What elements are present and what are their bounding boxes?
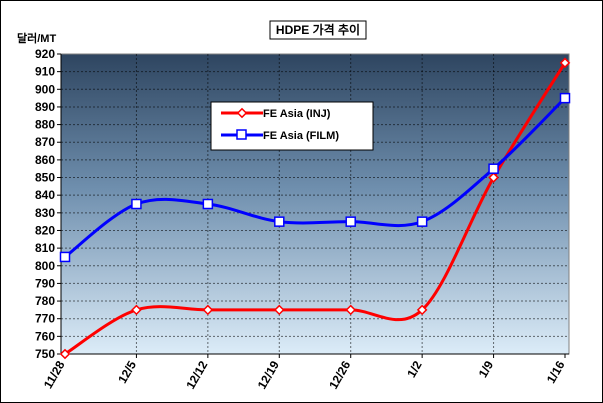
legend-marker-inj	[236, 107, 248, 119]
y-tick-label: 900	[35, 82, 55, 96]
y-tick-label: 810	[35, 241, 55, 255]
y-tick-label: 880	[35, 118, 55, 132]
data-point-inj	[273, 304, 285, 316]
x-tick-label: 12/19	[255, 358, 282, 391]
y-tick-label: 820	[35, 223, 55, 237]
data-point-inj	[559, 57, 571, 69]
data-point-film	[416, 216, 428, 227]
data-point-inj	[202, 304, 214, 316]
chart-title: HDPE 가격 추이	[276, 22, 360, 37]
data-point-inj	[345, 304, 357, 316]
x-tick-label: 1/2	[404, 358, 425, 380]
data-point-film	[274, 216, 285, 227]
y-tick-label: 860	[35, 153, 55, 167]
y-tick-label: 840	[35, 188, 55, 202]
y-tick-label: 790	[35, 276, 55, 290]
y-tick-label: 850	[35, 171, 55, 185]
data-point-film	[131, 198, 142, 210]
y-tick-label: 770	[35, 312, 55, 326]
legend-marker-film	[236, 129, 247, 140]
data-point-film	[59, 251, 71, 263]
data-point-film	[345, 216, 356, 227]
y-tick-label: 890	[35, 100, 55, 114]
data-point-film	[559, 92, 571, 104]
legend-label-inj: FE Asia (INJ)	[263, 108, 331, 120]
data-point-inj	[488, 172, 499, 183]
data-point-inj	[131, 304, 142, 316]
legend-label-film: FE Asia (FILM)	[263, 130, 339, 142]
y-axis-unit-label: 달러/MT	[17, 31, 56, 45]
data-point-inj	[59, 348, 71, 360]
x-tick-label: 11/28	[41, 358, 68, 391]
y-tick-label: 910	[35, 65, 55, 79]
chart-title-box	[269, 20, 367, 40]
data-point-film	[202, 198, 214, 210]
data-point-film	[488, 163, 499, 174]
y-tick-label: 920	[35, 47, 55, 61]
y-tick-label: 760	[35, 329, 55, 343]
x-tick-label: 1/16	[544, 358, 568, 386]
x-tick-label: 1/9	[476, 358, 497, 380]
y-tick-label: 800	[35, 259, 55, 273]
x-tick-label: 12/5	[115, 358, 139, 386]
x-tick-label: 12/26	[326, 358, 353, 391]
y-tick-label: 870	[35, 135, 55, 149]
y-tick-label: 750	[35, 347, 55, 361]
y-tick-label: 780	[35, 294, 55, 308]
legend-box	[210, 101, 374, 151]
x-tick-label: 12/12	[183, 358, 210, 391]
data-point-inj	[416, 304, 428, 316]
y-tick-label: 830	[35, 206, 55, 220]
